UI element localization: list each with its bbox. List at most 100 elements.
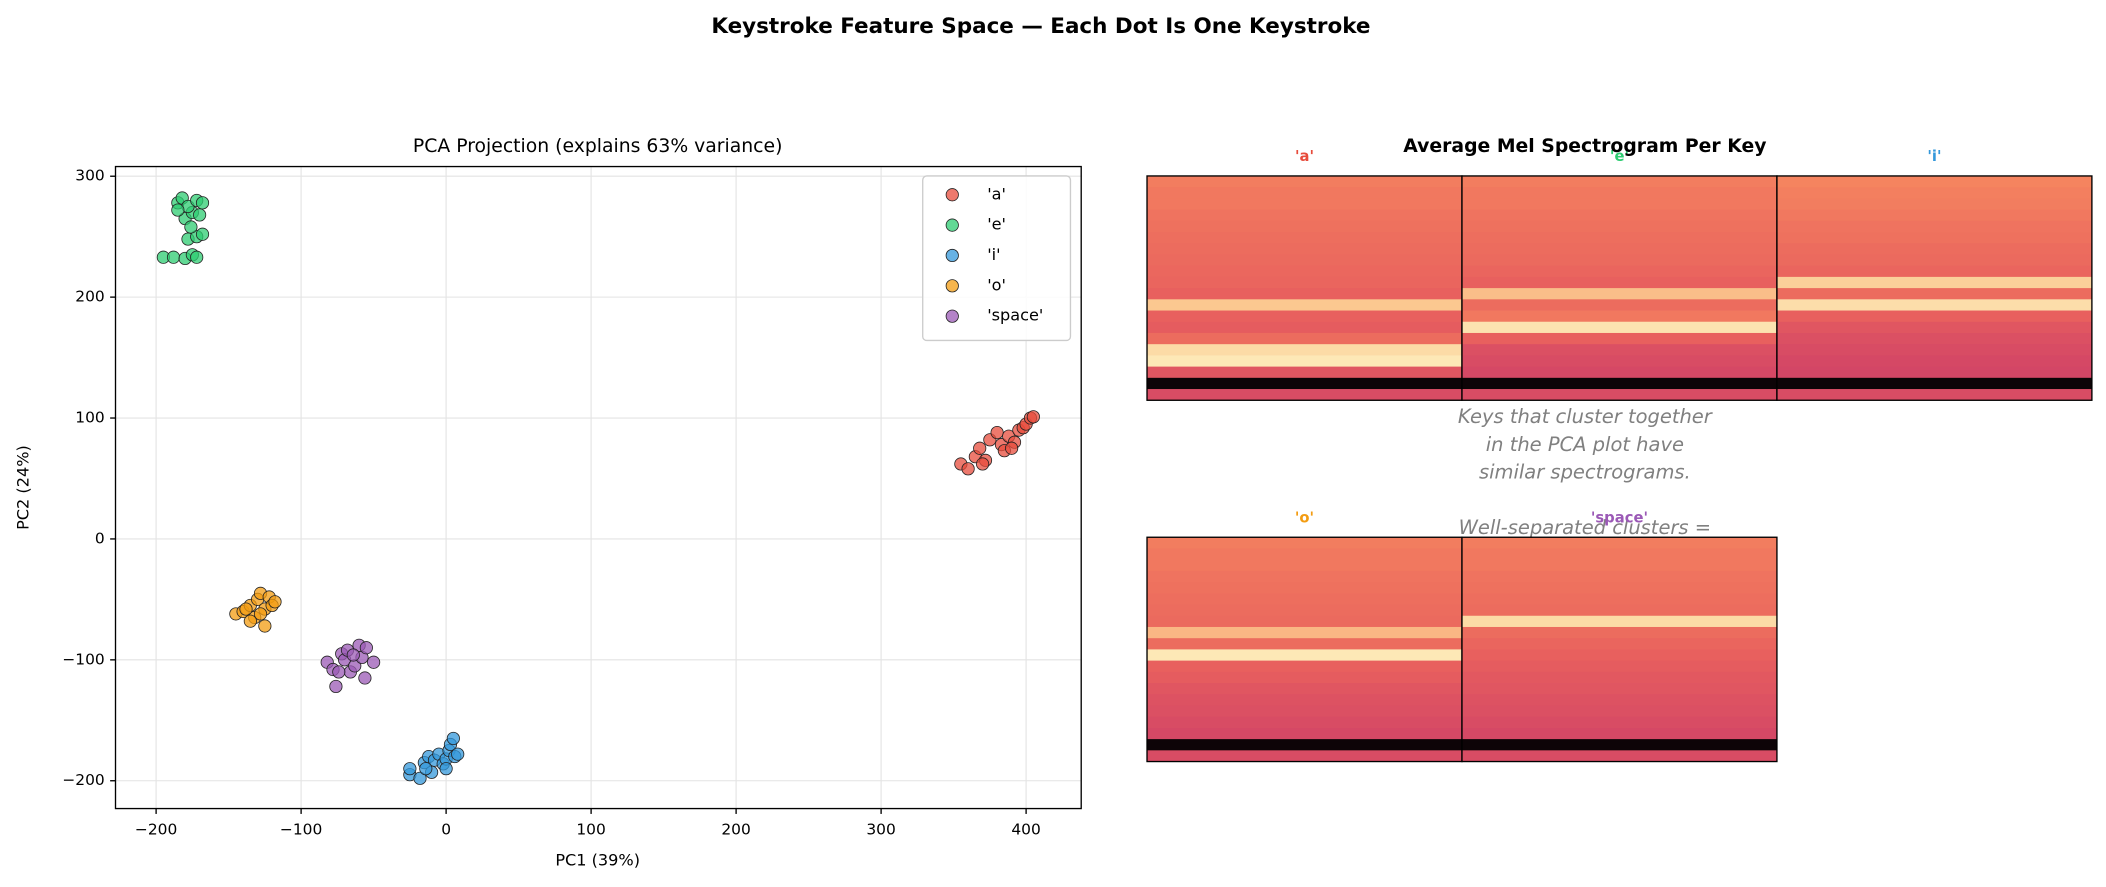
heatmap-row	[1461, 332, 1777, 345]
heatmap-row	[1461, 321, 1777, 334]
heatmap-row	[1461, 198, 1777, 210]
heatmap-row	[1461, 615, 1777, 628]
heatmap-row	[1461, 626, 1777, 639]
panel-label: 'o'	[1295, 509, 1314, 526]
panel-label: 'space'	[1591, 509, 1648, 526]
y-tick-label: 100	[75, 409, 104, 427]
point	[190, 250, 204, 264]
point	[403, 762, 417, 776]
heatmap-row	[1147, 232, 1462, 244]
annotation-line: similar spectrograms.	[1479, 461, 1691, 484]
heatmap-row	[1147, 727, 1462, 740]
point	[332, 665, 346, 679]
y-tick-label: 300	[75, 167, 104, 185]
point	[268, 595, 282, 609]
heatmap-row	[1776, 187, 2092, 199]
point	[195, 227, 210, 241]
x-tick-label: 200	[721, 821, 750, 839]
heatmap-row	[1147, 537, 1462, 549]
point	[184, 220, 198, 234]
panel-frame	[1461, 536, 1778, 763]
heatmap-row	[1461, 366, 1777, 379]
heatmap-row	[1776, 389, 2092, 401]
panel-label: 'a'	[1295, 148, 1314, 165]
heatmap-row	[1461, 671, 1777, 684]
heatmap-row	[1461, 705, 1777, 718]
annotation-line: in the PCA plot have	[1486, 433, 1684, 456]
point	[195, 196, 210, 210]
point	[253, 607, 268, 621]
heatmap-row	[1147, 243, 1462, 255]
point	[367, 655, 381, 669]
point	[419, 762, 433, 776]
heatmap-row	[1776, 198, 2092, 210]
heatmap-row	[1147, 694, 1462, 706]
plot-frame	[114, 165, 1082, 810]
legend-marker	[945, 218, 959, 232]
heatmap-row	[1776, 299, 2092, 311]
legend-marker	[945, 188, 959, 202]
heatmap-row	[1147, 671, 1462, 684]
legend-label: 'space'	[987, 306, 1043, 325]
point	[359, 641, 373, 655]
y-tick-label: −200	[62, 771, 104, 789]
point	[1005, 441, 1019, 455]
heatmap-row	[1461, 694, 1777, 706]
x-tick-label: −200	[135, 821, 177, 839]
heatmap-row	[1147, 626, 1462, 639]
heatmap-row	[1461, 570, 1777, 583]
heatmap-row	[1147, 187, 1462, 199]
heatmap-row	[1461, 344, 1777, 356]
point	[166, 250, 181, 264]
heatmap-row	[1776, 310, 2092, 323]
heatmap-row	[1147, 321, 1462, 334]
heatmap-row	[1776, 220, 2092, 233]
heatmap-row	[1147, 750, 1462, 762]
x-tick-label: 300	[866, 821, 895, 839]
heatmap-row	[1147, 638, 1462, 650]
heatmap-row	[1461, 582, 1777, 594]
heatmap-row	[1147, 344, 1462, 356]
y-tick-label: −100	[62, 650, 104, 668]
legend-label: 'o'	[987, 275, 1006, 294]
heatmap-row	[1461, 254, 1777, 267]
heatmap-row	[1147, 355, 1462, 368]
x-tick-label: 100	[576, 821, 605, 839]
scatter-title: PCA Projection (explains 63% variance)	[413, 136, 783, 157]
heatmap-row	[1461, 683, 1777, 695]
point	[439, 762, 453, 776]
legend-box	[922, 175, 1072, 342]
heatmap-row	[1461, 739, 1777, 751]
heatmap-row	[1776, 366, 2092, 379]
legend-label: 'e'	[987, 215, 1006, 234]
heatmap-row	[1147, 389, 1462, 401]
point	[413, 771, 427, 785]
x-tick-label: −100	[280, 821, 322, 839]
point	[171, 203, 185, 217]
heatmap-row	[1461, 559, 1777, 572]
heatmap-row	[1147, 604, 1462, 617]
point	[243, 614, 257, 628]
heatmap-row	[1461, 537, 1777, 549]
heatmap-row	[1147, 559, 1462, 572]
heatmap-row	[1776, 175, 2092, 188]
point	[990, 425, 1004, 440]
heatmap-row	[1776, 377, 2092, 390]
suptitle: Keystroke Feature Space — Each Dot Is On…	[711, 14, 1370, 39]
point	[973, 441, 987, 455]
point	[239, 602, 253, 616]
heatmap-row	[1147, 739, 1462, 751]
heatmap-row	[1461, 175, 1777, 188]
legend-marker	[945, 248, 959, 263]
point	[1026, 410, 1040, 424]
heatmap-row	[1461, 548, 1777, 561]
heatmap-row	[1461, 288, 1777, 300]
legend-marker	[945, 309, 959, 323]
heatmap-row	[1776, 254, 2092, 267]
x-axis-label: PC1 (39%)	[555, 850, 640, 869]
heatmap-row	[1147, 299, 1462, 311]
panel-label: 'e'	[1610, 148, 1629, 165]
heatmap-row	[1147, 198, 1462, 210]
heatmap-row	[1776, 321, 2092, 334]
